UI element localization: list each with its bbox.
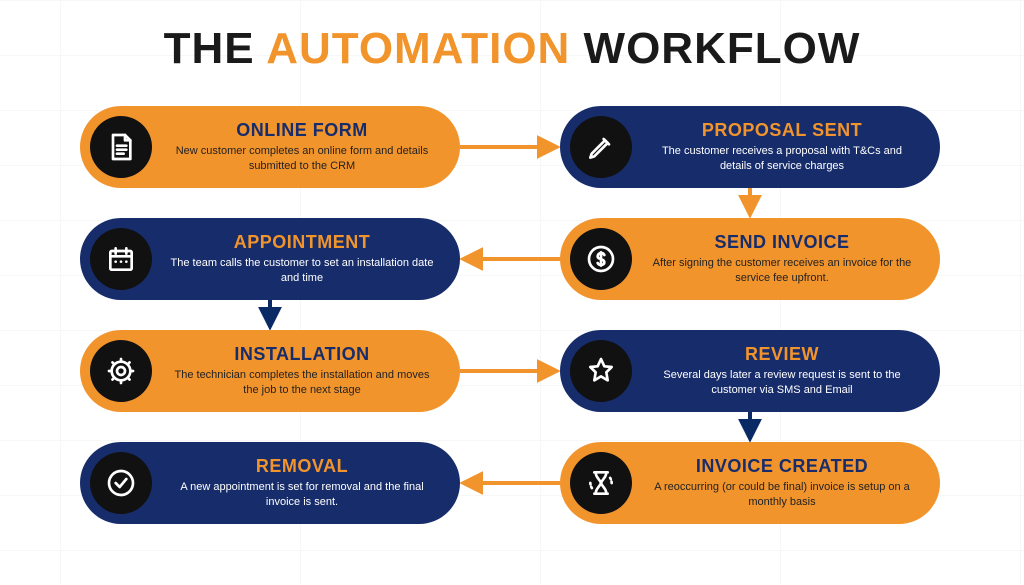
step-title: INSTALLATION	[168, 344, 436, 365]
step-title: ONLINE FORM	[168, 120, 436, 141]
step-text: REVIEW Several days later a review reques…	[632, 344, 940, 398]
dollar-icon	[570, 228, 632, 290]
step-desc: A new appointment is set for removal and…	[168, 480, 436, 510]
document-icon	[90, 116, 152, 178]
step-text: PROPOSAL SENT The customer receives a pro…	[632, 120, 940, 174]
step-text: ONLINE FORM New customer completes an onl…	[152, 120, 460, 174]
workflow-step-online-form: ONLINE FORM New customer completes an onl…	[80, 106, 460, 188]
step-text: INVOICE CREATED A reoccurring (or could b…	[632, 456, 940, 510]
step-text: SEND INVOICE After signing the customer r…	[632, 232, 940, 286]
step-desc: Several days later a review request is s…	[648, 368, 916, 398]
gear-icon	[90, 340, 152, 402]
workflow-step-installation: INSTALLATION The technician completes the…	[80, 330, 460, 412]
step-title: APPOINTMENT	[168, 232, 436, 253]
step-desc: After signing the customer receives an i…	[648, 256, 916, 286]
step-title: REMOVAL	[168, 456, 436, 477]
calendar-icon	[90, 228, 152, 290]
workflow-step-proposal-sent: PROPOSAL SENT The customer receives a pro…	[560, 106, 940, 188]
hourglass-icon	[570, 452, 632, 514]
check-icon	[90, 452, 152, 514]
step-text: REMOVAL A new appointment is set for remo…	[152, 456, 460, 510]
step-title: PROPOSAL SENT	[648, 120, 916, 141]
workflow-step-invoice-created: INVOICE CREATED A reoccurring (or could b…	[560, 442, 940, 524]
workflow-step-removal: REMOVAL A new appointment is set for remo…	[80, 442, 460, 524]
step-desc: The technician completes the installatio…	[168, 368, 436, 398]
step-title: SEND INVOICE	[648, 232, 916, 253]
step-title: INVOICE CREATED	[648, 456, 916, 477]
step-text: APPOINTMENT The team calls the customer t…	[152, 232, 460, 286]
workflow-step-send-invoice: SEND INVOICE After signing the customer r…	[560, 218, 940, 300]
star-icon	[570, 340, 632, 402]
step-desc: The team calls the customer to set an in…	[168, 256, 436, 286]
workflow-nodes: ONLINE FORM New customer completes an onl…	[0, 0, 1024, 585]
step-desc: A reoccurring (or could be final) invoic…	[648, 480, 916, 510]
step-desc: New customer completes an online form an…	[168, 144, 436, 174]
step-text: INSTALLATION The technician completes the…	[152, 344, 460, 398]
step-desc: The customer receives a proposal with T&…	[648, 144, 916, 174]
step-title: REVIEW	[648, 344, 916, 365]
workflow-step-appointment: APPOINTMENT The team calls the customer t…	[80, 218, 460, 300]
workflow-step-review: REVIEW Several days later a review reques…	[560, 330, 940, 412]
pencil-icon	[570, 116, 632, 178]
